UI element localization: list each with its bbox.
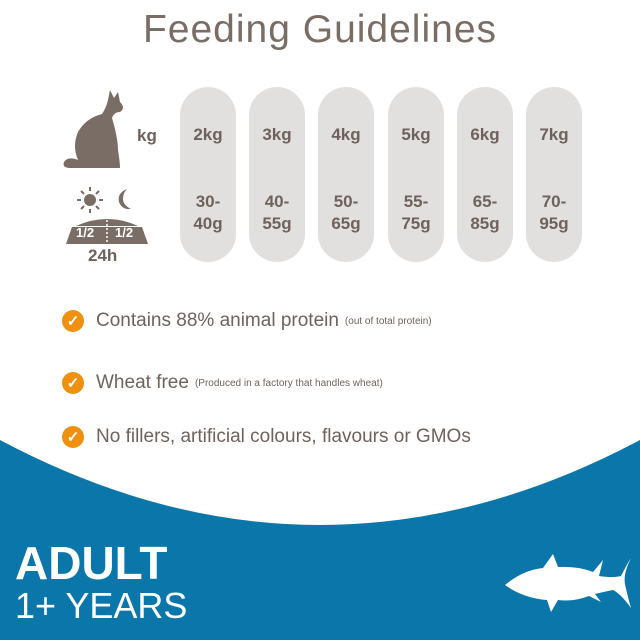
bowl-half-pm: 1/2: [115, 225, 134, 240]
weight: 6kg: [470, 125, 500, 144]
feature-text: Contains 88% animal protein: [96, 310, 339, 331]
grams: 30- 40g: [193, 192, 223, 233]
page-title: Feeding Guidelines: [142, 8, 498, 51]
feature-text: No fillers, artificial colours, flavours…: [96, 426, 471, 447]
weight: 3kg: [262, 125, 292, 144]
weight-column: 6kg 65- 85g: [457, 87, 513, 262]
grams: 40- 55g: [262, 192, 292, 233]
weight: 4kg: [331, 125, 361, 144]
weight: 7kg: [539, 125, 569, 144]
check-icon: ✓: [62, 372, 84, 394]
feature-note: (Produced in a factory that handles whea…: [194, 377, 383, 389]
blue-banner: [0, 440, 640, 640]
weight-column: 7kg 70- 95g: [526, 87, 582, 262]
grams: 50- 65g: [331, 192, 361, 233]
grams: 55- 75g: [401, 192, 431, 233]
bowl-half-am: 1/2: [76, 225, 95, 240]
check-icon: ✓: [62, 426, 84, 448]
fish-icon: [505, 554, 631, 612]
weight-column: 2kg 30- 40g: [180, 87, 236, 262]
sun-icon: [77, 187, 103, 213]
feature-item: ✓ Contains 88% animal protein (out of tota…: [62, 310, 432, 332]
grams: 70- 95g: [539, 192, 569, 233]
feature-item: ✓ Wheat free (Produced in a factory that h…: [62, 372, 383, 394]
weight-column: 5kg 55- 75g: [388, 87, 444, 262]
feature-note: (out of total protein): [344, 315, 432, 327]
feature-item: ✓ No fillers, artificial colours, flavour…: [62, 426, 471, 448]
weight: 5kg: [401, 125, 431, 144]
weight: 2kg: [193, 125, 223, 144]
time-label: 24h: [88, 246, 118, 265]
weight-label: kg: [137, 126, 157, 145]
feature-text: Wheat free: [96, 372, 189, 393]
moon-icon: [118, 189, 131, 210]
weight-column: 3kg 40- 55g: [249, 87, 305, 262]
banner-line1: ADULT: [15, 537, 168, 589]
weight-column: 4kg 50- 65g: [318, 87, 374, 262]
check-icon: ✓: [62, 310, 84, 332]
bowl-icon: [66, 216, 148, 244]
banner-line2: 1+ YEARS: [15, 585, 188, 626]
grams: 65- 85g: [470, 192, 500, 233]
cat-icon: [63, 90, 123, 168]
